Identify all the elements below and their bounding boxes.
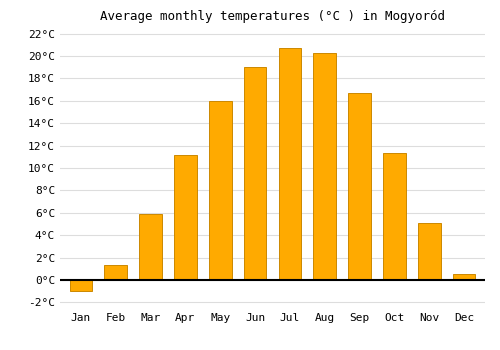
Bar [140, 214, 162, 280]
Bar [453, 274, 475, 280]
Bar [383, 153, 406, 280]
Title: Average monthly temperatures (°C ) in Mogyoród: Average monthly temperatures (°C ) in Mo… [100, 10, 445, 23]
Bar [244, 67, 266, 280]
Bar [278, 48, 301, 280]
Bar [104, 265, 127, 280]
Bar [174, 155, 197, 280]
Bar [70, 280, 92, 291]
Bar [314, 52, 336, 280]
Bar [348, 93, 371, 280]
Bar [418, 223, 440, 280]
Bar [209, 101, 232, 280]
